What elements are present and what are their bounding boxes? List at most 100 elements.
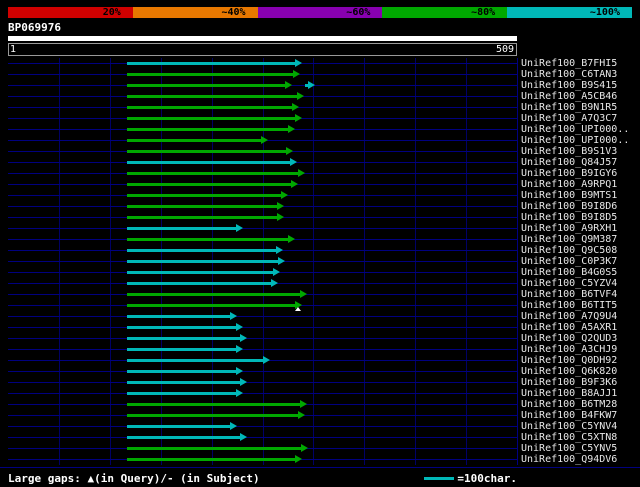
hit-bar[interactable] (127, 161, 290, 164)
hit-bar-arrow-icon[interactable] (288, 235, 295, 243)
hit-label[interactable]: UniRef100_Q9C508 (521, 245, 618, 256)
hit-bar[interactable] (127, 227, 236, 230)
hit-bar[interactable] (127, 249, 276, 252)
hit-bar-arrow-icon[interactable] (295, 59, 302, 67)
hit-bar-arrow-icon[interactable] (230, 312, 237, 320)
hit-bar-arrow-icon[interactable] (288, 125, 295, 133)
hit-bar[interactable] (127, 62, 295, 65)
hit-label[interactable]: UniRef100_B9S1V3 (521, 146, 618, 157)
hit-bar-arrow-icon[interactable] (298, 411, 305, 419)
hit-label[interactable]: UniRef100_B9MTS1 (521, 190, 618, 201)
hit-bar[interactable] (127, 95, 297, 98)
hit-bar-arrow-icon[interactable] (300, 400, 307, 408)
hit-label[interactable]: UniRef100_B9IGY6 (521, 168, 618, 179)
hit-bar[interactable] (127, 73, 293, 76)
hit-bar[interactable] (127, 117, 295, 120)
hit-bar-arrow-icon[interactable] (240, 378, 247, 386)
hit-bar[interactable] (127, 436, 240, 439)
hit-bar[interactable] (127, 425, 230, 428)
hit-bar[interactable] (127, 271, 273, 274)
hit-bar[interactable] (127, 139, 261, 142)
hit-bar-arrow-icon[interactable] (300, 290, 307, 298)
hit-bar-arrow-icon[interactable] (295, 301, 302, 309)
hit-label[interactable]: UniRef100_A3CHJ9 (521, 344, 618, 355)
hit-bar-arrow-icon[interactable] (263, 356, 270, 364)
hit-label[interactable]: UniRef100_Q84J57 (521, 157, 618, 168)
hit-label[interactable]: UniRef100_B9S415 (521, 80, 618, 91)
hit-label[interactable]: UniRef100_Q9M387 (521, 234, 618, 245)
hit-label[interactable]: UniRef100_B4FKW7 (521, 410, 618, 421)
hit-bar-arrow-icon[interactable] (276, 246, 283, 254)
hit-label[interactable]: UniRef100_B6TM28 (521, 399, 618, 410)
hit-label[interactable]: UniRef100_Q94DV6 (521, 454, 618, 465)
hit-bar[interactable] (127, 150, 286, 153)
hit-bar[interactable] (127, 282, 271, 285)
hit-bar-arrow-icon[interactable] (277, 202, 284, 210)
hit-bar-arrow-icon[interactable] (308, 81, 315, 89)
hit-bar-arrow-icon[interactable] (293, 70, 300, 78)
hit-label[interactable]: UniRef100_B6TVF4 (521, 289, 618, 300)
hit-bar-arrow-icon[interactable] (273, 268, 280, 276)
hit-bar[interactable] (127, 84, 285, 87)
hit-bar-arrow-icon[interactable] (291, 180, 298, 188)
hit-bar[interactable] (127, 381, 240, 384)
hit-bar-arrow-icon[interactable] (261, 136, 268, 144)
hit-bar-arrow-icon[interactable] (295, 455, 302, 463)
hit-bar[interactable] (127, 392, 236, 395)
hit-bar[interactable] (127, 414, 298, 417)
hit-bar-arrow-icon[interactable] (236, 323, 243, 331)
hit-label[interactable]: UniRef100_A7Q9U4 (521, 311, 618, 322)
hit-bar-arrow-icon[interactable] (236, 224, 243, 232)
hit-bar-arrow-icon[interactable] (240, 433, 247, 441)
hit-label[interactable]: UniRef100_C5YNV5 (521, 443, 618, 454)
hit-bar-arrow-icon[interactable] (277, 213, 284, 221)
hit-bar-arrow-icon[interactable] (240, 334, 247, 342)
hit-bar-arrow-icon[interactable] (281, 191, 288, 199)
hit-label[interactable]: UniRef100_C5YNV4 (521, 421, 618, 432)
hit-bar[interactable] (127, 447, 301, 450)
hit-label[interactable]: UniRef100_UPI000.. (521, 135, 630, 146)
hit-label[interactable]: UniRef100_A5AXR1 (521, 322, 618, 333)
hit-label[interactable]: UniRef100_Q0DH92 (521, 355, 618, 366)
hit-label[interactable]: UniRef100_C0P3K7 (521, 256, 618, 267)
hit-label[interactable]: UniRef100_C5YZV4 (521, 278, 618, 289)
hit-bar-arrow-icon[interactable] (301, 444, 308, 452)
hit-label[interactable]: UniRef100_B9N1R5 (521, 102, 618, 113)
hit-bar[interactable] (127, 326, 236, 329)
hit-label[interactable]: UniRef100_B7FHI5 (521, 58, 618, 69)
hit-bar[interactable] (127, 403, 300, 406)
hit-label[interactable]: UniRef100_Q2QUD3 (521, 333, 618, 344)
hit-bar[interactable] (127, 260, 278, 263)
hit-label[interactable]: UniRef100_A7Q3C7 (521, 113, 618, 124)
hit-bar[interactable] (127, 128, 288, 131)
hit-bar-arrow-icon[interactable] (290, 158, 297, 166)
hit-label[interactable]: UniRef100_B6TIT5 (521, 300, 618, 311)
hit-bar[interactable] (127, 183, 291, 186)
hit-bar[interactable] (127, 205, 277, 208)
hit-label[interactable]: UniRef100_C6TAN3 (521, 69, 618, 80)
hit-label[interactable]: UniRef100_A9RXH1 (521, 223, 618, 234)
hit-label[interactable]: UniRef100_B9F3K6 (521, 377, 618, 388)
hit-bar-arrow-icon[interactable] (236, 345, 243, 353)
hit-label[interactable]: UniRef100_B9I8D5 (521, 212, 618, 223)
hit-bar-arrow-icon[interactable] (297, 92, 304, 100)
hit-label[interactable]: UniRef100_A5CB46 (521, 91, 618, 102)
hit-bar[interactable] (127, 348, 236, 351)
hit-bar[interactable] (127, 238, 288, 241)
hit-label[interactable]: UniRef100_Q6K820 (521, 366, 618, 377)
hit-bar[interactable] (127, 370, 236, 373)
hit-bar[interactable] (127, 304, 295, 307)
hit-bar-arrow-icon[interactable] (278, 257, 285, 265)
hit-bar[interactable] (127, 458, 295, 461)
hit-bar[interactable] (127, 194, 281, 197)
hit-label[interactable]: UniRef100_B8AJJ1 (521, 388, 618, 399)
hit-bar[interactable] (127, 172, 298, 175)
hit-label[interactable]: UniRef100_B9I8D6 (521, 201, 618, 212)
hit-label[interactable]: UniRef100_A9RPQ1 (521, 179, 618, 190)
hit-bar[interactable] (127, 106, 292, 109)
hit-bar[interactable] (127, 216, 277, 219)
hit-bar-arrow-icon[interactable] (236, 389, 243, 397)
hit-bar[interactable] (127, 315, 230, 318)
hit-bar[interactable] (127, 293, 300, 296)
hit-bar-arrow-icon[interactable] (236, 367, 243, 375)
